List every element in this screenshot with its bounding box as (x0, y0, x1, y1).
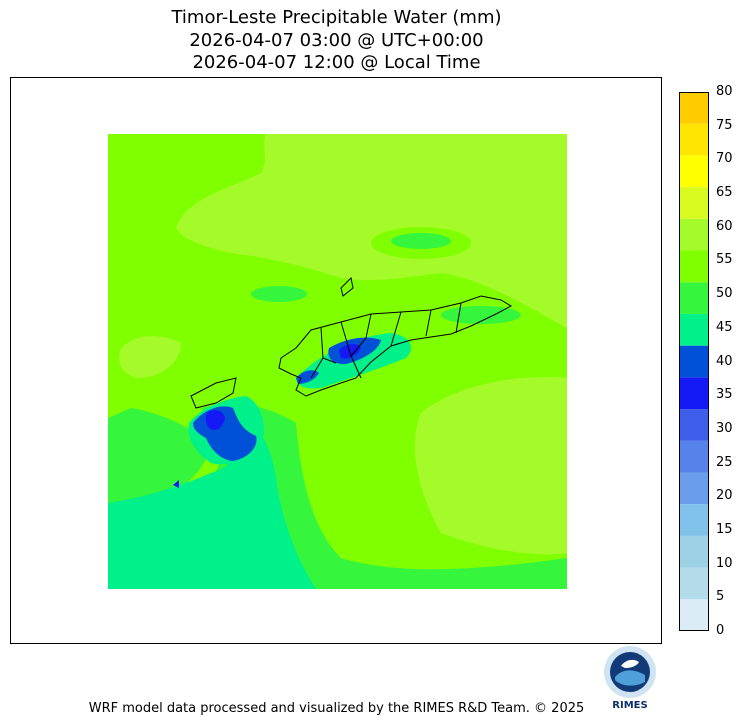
colorbar-border (679, 92, 709, 631)
country-boundaries (190, 276, 513, 409)
colorbar-swatch (679, 567, 709, 600)
chart-title: Timor-Leste Precipitable Water (mm) (171, 7, 502, 28)
region-45-50-north-patch-1 (391, 233, 451, 249)
colorbar-swatch (679, 472, 709, 505)
colorbar-swatch (679, 377, 709, 410)
colorbar-swatch (679, 92, 709, 124)
colorbar-tick-label: 50 (716, 286, 733, 302)
oecusse-enclave (190, 377, 237, 409)
colorbar-swatch (679, 187, 709, 219)
colorbar-tick-label: 35 (716, 387, 733, 403)
colorbar-swatch (679, 250, 709, 283)
precipitable-water-map (108, 134, 567, 589)
rimes-globe-icon (604, 646, 656, 698)
rimes-logo: RIMES (597, 644, 663, 714)
timor-leste-outline (278, 295, 513, 397)
colorbar (679, 92, 709, 631)
region-35-40-west-timor-core (205, 410, 225, 430)
logo-text: RIMES (612, 700, 648, 711)
colorbar-tick-label: 10 (716, 555, 733, 571)
district-boundaries (310, 302, 462, 379)
colorbar-tick-label: 75 (716, 117, 733, 133)
colorbar-swatch (679, 440, 709, 473)
region-45-50-north-patch-2 (251, 286, 307, 302)
colorbar-tick-label: 25 (716, 454, 733, 470)
region-60-65-north (176, 134, 567, 328)
colorbar-tick-label: 65 (716, 185, 733, 201)
region-60-65-southeast (414, 377, 567, 555)
colorbar-swatch (679, 155, 709, 188)
colorbar-tick-label: 60 (716, 218, 733, 234)
footer-credit: WRF model data processed and visualized … (88, 701, 585, 716)
region-50-55-west (108, 408, 211, 518)
region-50-55-east-patch (441, 306, 521, 324)
colorbar-tick-label: 15 (716, 521, 733, 537)
pw-field (108, 134, 567, 589)
colorbar-swatch (679, 504, 709, 536)
colorbar-tick-label: 20 (716, 488, 733, 504)
chart-subtitle-utc: 2026-04-07 03:00 @ UTC+00:00 (189, 30, 484, 51)
colorbar-tick-label: 30 (716, 420, 733, 436)
colorbar-swatch (679, 535, 709, 568)
colorbar-tick-label: 0 (716, 623, 725, 638)
map-panel: RIMES (10, 77, 662, 711)
colorbar-swatch (679, 282, 709, 314)
colorbar-tick-label: 80 (716, 84, 733, 99)
colorbar-tick-label: 70 (716, 151, 733, 167)
colorbar-swatch (679, 218, 709, 251)
colorbar-swatch (679, 409, 709, 441)
chart-subtitle-local: 2026-04-07 12:00 @ Local Time (192, 52, 481, 73)
region-45-50-southwest (108, 428, 316, 589)
region-35-40-small-tip (173, 480, 179, 488)
colorbar-tick-label: 40 (716, 353, 733, 369)
region-60-65-west (119, 336, 181, 378)
atauro-island (340, 276, 354, 297)
colorbar-swatch (679, 313, 709, 346)
colorbar-tick-label: 55 (716, 252, 733, 268)
colorbar-swatch (679, 599, 709, 631)
colorbar-tick-label: 5 (716, 589, 725, 605)
colorbar-swatch (679, 123, 709, 156)
colorbar-swatch (679, 345, 709, 378)
colorbar-tick-label: 45 (716, 319, 733, 335)
